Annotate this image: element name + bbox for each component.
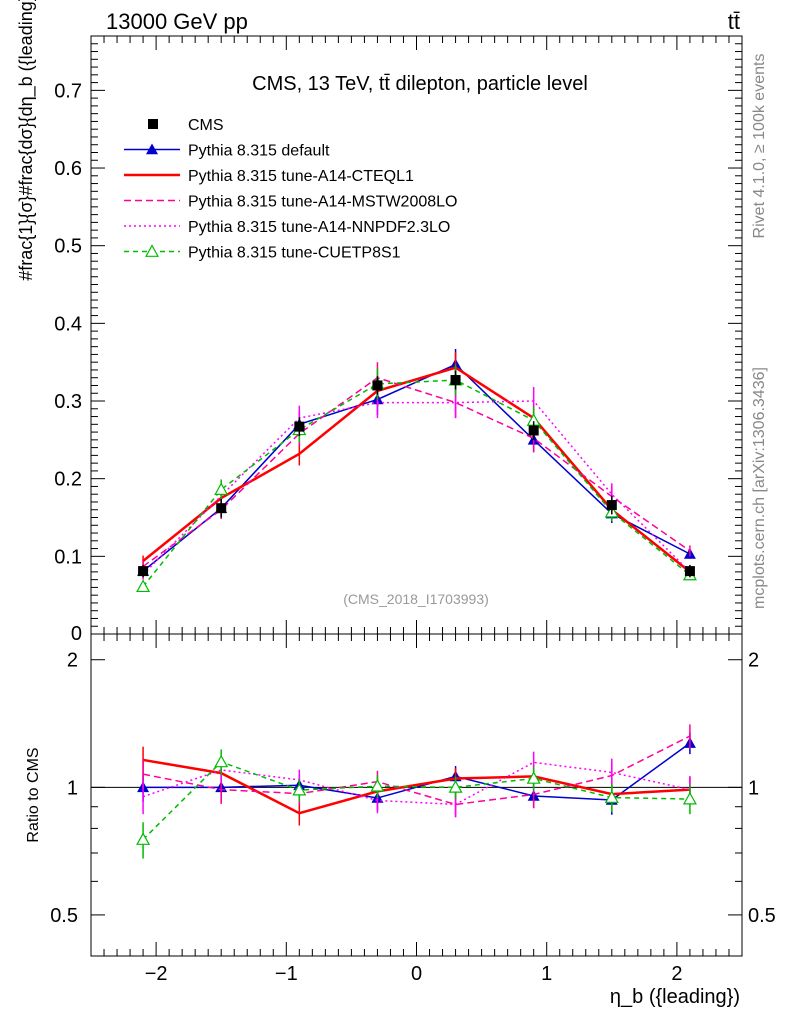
cms-data-point [216,503,227,514]
series-3-group [142,362,691,818]
legend-label: Pythia 8.315 tune-A14-CTEQL1 [188,168,414,185]
legend-label: Pythia 8.315 tune-CUETP8S1 [188,245,401,262]
series-5-ratio-point [292,782,307,796]
legend-label: Pythia 8.315 tune-A14-MSTW2008LO [188,194,457,211]
legend-entry: Pythia 8.315 tune-CUETP8S1 [124,244,401,262]
series-5-line [142,379,691,588]
series-2-line [142,366,691,573]
series-5-ratio-point [214,754,229,768]
legend-entry: Pythia 8.315 tune-A14-MSTW2008LO [124,194,457,211]
y-tick-label: 0.6 [54,158,82,180]
ratio-tick-label-right: 1 [748,777,759,799]
x-tick-label: 2 [671,963,682,985]
cms-data-point [684,566,695,577]
series-5-point [136,579,151,593]
series-5-point [214,482,229,495]
cms-data-point [528,425,539,436]
x-tick-label: −1 [275,963,298,985]
y-tick-label: 0.3 [54,391,82,413]
series-4-line [142,400,691,575]
y-tick-label-zero: 0 [71,623,82,645]
x-tick-label: 0 [411,963,422,985]
header-energy-label: 13000 GeV pp [106,9,248,34]
legend-marker [148,119,158,129]
y-tick-label: 0.1 [54,546,82,568]
ratio-y-axis-label: Ratio to CMS [25,747,42,842]
cms-data-point [138,566,149,577]
legend-marker [144,244,160,257]
cms-data-point [450,375,461,386]
analysis-watermark: (CMS_2018_I1703993) [343,591,489,607]
series-2-ratio-line [142,758,690,815]
y-tick-label: 0.4 [54,313,82,335]
series-5-ratio-point [370,778,385,792]
series-3-line [142,376,691,568]
series-5-ratio-point [136,832,151,845]
series-5-ratio-point [526,771,541,784]
cms-data-point [372,380,383,391]
cms-data-point [606,500,617,511]
legend-entry: Pythia 8.315 tune-A14-NNPDF2.3LO [124,219,450,236]
legend-label: Pythia 8.315 default [188,143,330,160]
series-3-ratio-line [142,735,691,806]
legend-label: CMS [188,117,224,134]
series-5-ratio-point [682,791,697,805]
ratio-tick-label: 0.5 [50,905,78,927]
cms-data-group [138,370,695,578]
y-tick-label: 0.5 [54,236,82,258]
legend-marker [146,143,158,155]
rivet-version-label: Rivet 4.1.0, ≥ 100k events [751,54,768,239]
x-axis-label: η_b ({leading}) [610,986,740,1008]
header-process-label: tt̄ [728,9,740,34]
series-5-ratio-point [604,790,619,803]
x-tick-label: −2 [145,963,168,985]
ratio-tick-label-right: 2 [748,650,759,672]
cms-data-point [294,421,305,432]
y-axis-label: #frac{1}{σ}#frac{dσ}{dη_b ({leading})} [16,0,37,281]
mcplots-label: mcplots.cern.ch [arXiv:1306.3436] [751,367,768,609]
series-5-ratio-line [142,761,690,841]
legend-entry: Pythia 8.315 default [124,143,330,160]
chart-title: CMS, 13 TeV, tt̄ dilepton, particle leve… [252,73,588,95]
series-2-group [142,352,691,826]
series-1-line [142,363,691,572]
x-tick-label: 1 [541,963,552,985]
series-4-ratio-line [142,761,691,806]
legend-label: Pythia 8.315 tune-A14-NNPDF2.3LO [188,219,450,236]
legend-entry: Pythia 8.315 tune-A14-CTEQL1 [124,168,414,185]
series-5-ratio-point [448,780,463,793]
ratio-tick-label: 1 [67,777,78,799]
series-1-group [137,348,696,815]
y-tick-label: 0.2 [54,469,82,491]
ratio-tick-label-right: 0.5 [748,905,776,927]
y-tick-label: 0.7 [54,80,82,102]
legend-entry: CMS [148,117,224,134]
ratio-tick-label: 2 [67,650,78,672]
